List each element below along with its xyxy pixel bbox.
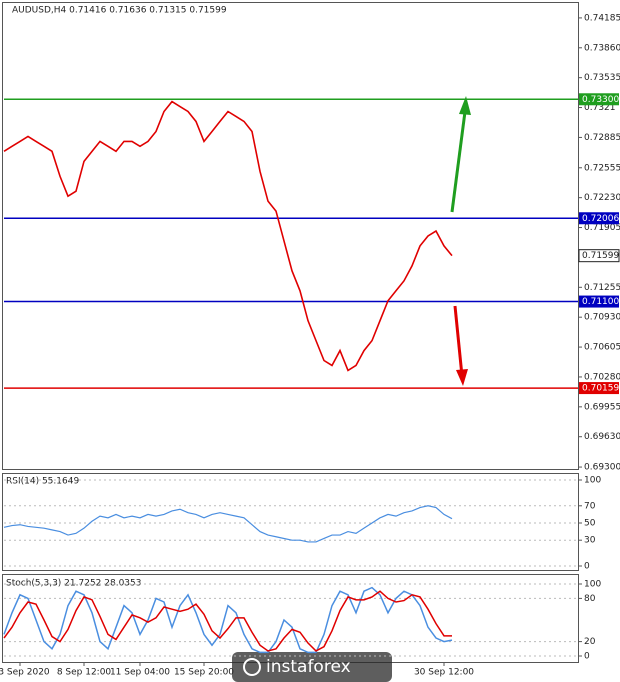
y-tick-label: 0.74185 <box>584 13 620 23</box>
y-tick-label: 0.71255 <box>584 283 620 293</box>
y-tick-label: 0.73860 <box>584 43 620 53</box>
x-tick-label: 11 Sep 04:00 <box>110 668 170 678</box>
level-label-bg <box>579 212 619 225</box>
stoch-title: Stoch(5,3,3) 21.7252 28.0353 <box>6 579 141 589</box>
rsi-title: RSI(14) 55.1649 <box>6 477 79 487</box>
down-arrow <box>453 305 464 377</box>
y-tick-label: 0.70930 <box>584 313 620 323</box>
y-tick-label: 100 <box>584 580 601 590</box>
y-tick-label: 0.72885 <box>584 133 620 143</box>
y-tick-label: 0.7321 <box>584 103 616 113</box>
y-tick-label: 0.69955 <box>584 402 620 412</box>
x-tick-label: 30 Sep 12:00 <box>414 668 474 678</box>
price-panel <box>2 2 579 470</box>
y-tick-label: 0.70280 <box>584 372 620 382</box>
y-tick-label: 0.73535 <box>584 73 620 83</box>
series-line <box>3 505 453 543</box>
level-label-bg <box>579 382 619 395</box>
up-arrow-head <box>459 96 471 115</box>
chart-title: AUDUSD,H4 0.71416 0.71636 0.71315 0.7159… <box>12 6 227 16</box>
y-tick-label: 0 <box>584 562 590 572</box>
down-arrow-head <box>456 369 468 386</box>
y-tick-label: 0.70605 <box>584 343 620 353</box>
y-tick-label: 70 <box>584 501 596 511</box>
watermark: instaforex <box>266 657 351 677</box>
y-tick-label: 0.69300 <box>584 463 620 473</box>
series-line <box>3 590 452 652</box>
watermark-bg <box>232 652 392 682</box>
current-price-bg <box>578 249 620 263</box>
current-price: 0.71599 <box>582 251 619 261</box>
up-arrow <box>450 103 468 213</box>
x-tick-label: 8 Sep 12:00 <box>57 668 112 678</box>
level-label: 0.71100 <box>582 297 619 307</box>
x-tick-label: 3 Sep 2020 <box>0 668 50 678</box>
y-tick-label: 80 <box>584 594 596 604</box>
y-tick-label: 50 <box>584 519 596 529</box>
y-tick-label: 20 <box>584 637 596 647</box>
y-tick-label: 0 <box>584 652 590 662</box>
x-tick-label: 15 Sep 20:00 <box>174 668 234 678</box>
y-tick-label: 30 <box>584 536 596 546</box>
y-tick-label: 0.72230 <box>584 193 620 203</box>
rsi-panel <box>2 473 579 571</box>
level-label-bg <box>579 295 619 308</box>
y-tick-label: 0.71905 <box>584 223 620 233</box>
y-tick-label: 0.72555 <box>584 163 620 173</box>
level-label: 0.70159 <box>582 384 619 394</box>
watermark-icon <box>243 658 261 676</box>
y-tick-label: 0.69630 <box>584 432 620 442</box>
level-label-bg <box>579 93 619 106</box>
level-label: 0.72006 <box>582 214 619 224</box>
series-line <box>3 100 453 372</box>
y-tick-label: 100 <box>584 476 601 486</box>
level-label: 0.73300 <box>582 95 619 105</box>
